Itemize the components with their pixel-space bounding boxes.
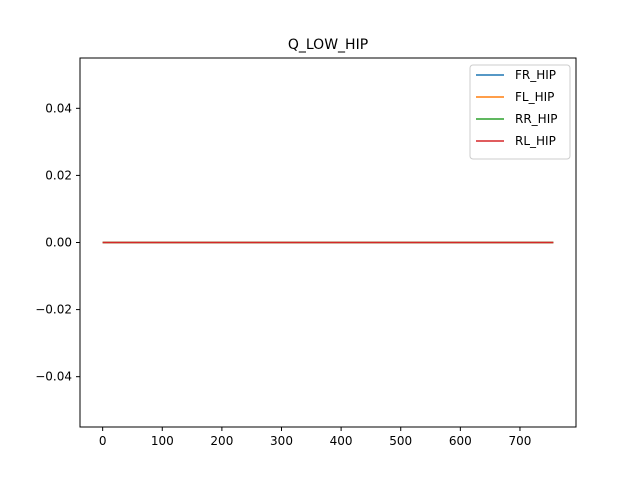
legend-label-rl-hip: RL_HIP <box>515 134 556 148</box>
y-tick-label: 0.02 <box>45 168 72 182</box>
legend-label-rr-hip: RR_HIP <box>515 112 557 126</box>
x-tick-label: 200 <box>210 434 233 448</box>
legend-label-fr-hip: FR_HIP <box>515 68 556 82</box>
x-tick-label: 300 <box>270 434 293 448</box>
y-tick-label: 0.04 <box>45 101 72 115</box>
x-tick-label: 500 <box>389 434 412 448</box>
x-tick-label: 400 <box>330 434 353 448</box>
x-tick-label: 600 <box>449 434 472 448</box>
legend-label-fl-hip: FL_HIP <box>515 90 554 104</box>
x-tick-label: 700 <box>509 434 532 448</box>
chart-title: Q_LOW_HIP <box>288 37 368 53</box>
x-tick-label: 100 <box>151 434 174 448</box>
x-tick-label: 0 <box>99 434 107 448</box>
x-axis: 0 100 200 300 400 500 600 700 <box>99 427 532 448</box>
legend-box <box>469 64 571 160</box>
y-axis: −0.04 −0.02 0.00 0.02 0.04 <box>35 101 80 384</box>
y-tick-label: −0.02 <box>35 303 72 317</box>
y-tick-label: −0.04 <box>35 370 72 384</box>
y-tick-label: 0.00 <box>45 236 72 250</box>
legend: FR_HIP FL_HIP RR_HIP RL_HIP <box>469 64 571 160</box>
